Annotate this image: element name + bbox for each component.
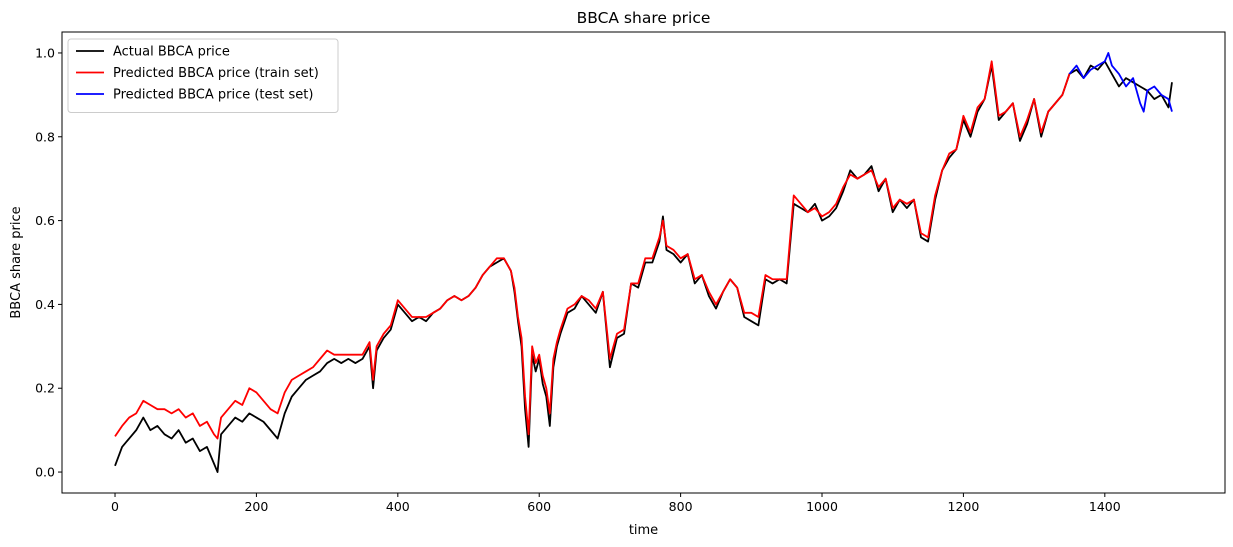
series-line-3 — [1068, 52, 1173, 113]
legend-label: Predicted BBCA price (test set) — [113, 88, 313, 103]
series-lines — [114, 52, 1173, 473]
y-tick-label: 0.4 — [35, 297, 55, 312]
y-tick-label: 0.2 — [35, 381, 55, 396]
x-tick-label: 1400 — [1089, 499, 1121, 514]
y-tick-label: 0.0 — [35, 465, 55, 480]
x-tick-label: 600 — [527, 499, 551, 514]
x-axis: 0 200 400 600 800 1000 1200 1400 — [111, 493, 1121, 514]
x-tick-label: 0 — [111, 499, 119, 514]
legend: Actual BBCA price Predicted BBCA price (t… — [67, 38, 339, 113]
x-tick-label: 400 — [386, 499, 410, 514]
legend-label: Predicted BBCA price (train set) — [113, 66, 319, 81]
x-tick-label: 1000 — [806, 499, 838, 514]
y-tick-label: 0.8 — [35, 129, 55, 144]
series-line-2 — [114, 60, 1071, 440]
x-tick-label: 200 — [244, 499, 268, 514]
x-tick-label: 800 — [669, 499, 693, 514]
x-tick-label: 1200 — [948, 499, 980, 514]
y-axis: 0.0 0.2 0.4 0.6 0.8 1.0 — [35, 45, 62, 480]
y-tick-label: 0.6 — [35, 213, 55, 228]
chart-title: BBCA share price — [577, 9, 711, 27]
y-tick-label: 1.0 — [35, 45, 55, 60]
plot-frame — [61, 31, 1226, 494]
y-axis-title: BBCA share price — [9, 206, 24, 318]
x-axis-title: time — [629, 523, 658, 538]
legend-label: Actual BBCA price — [113, 45, 230, 60]
legend-box — [67, 38, 339, 113]
